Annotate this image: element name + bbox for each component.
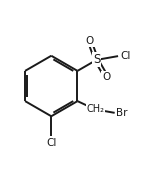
Text: CH₂: CH₂ (86, 104, 104, 114)
Text: O: O (86, 36, 94, 46)
Text: O: O (102, 72, 110, 82)
Text: Cl: Cl (120, 51, 130, 61)
Text: Cl: Cl (46, 138, 57, 148)
Text: S: S (93, 53, 100, 66)
Text: Br: Br (116, 108, 128, 118)
